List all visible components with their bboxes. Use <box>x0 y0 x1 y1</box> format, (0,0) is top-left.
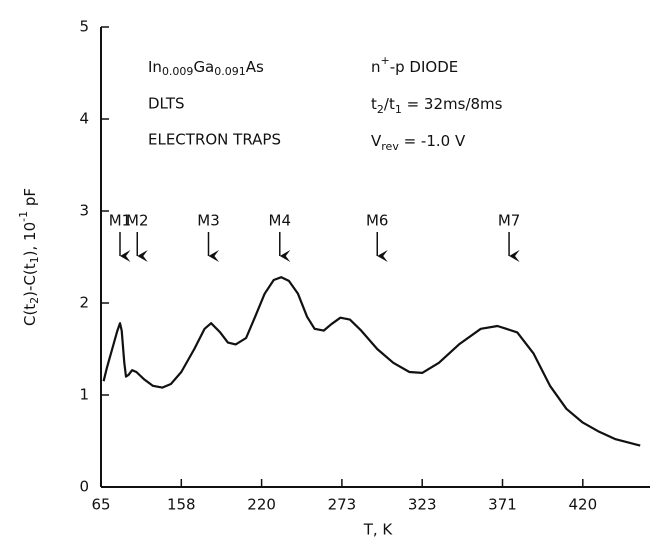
note: Vrev = -1.0 V <box>371 132 466 154</box>
peak-label: M3 <box>197 212 220 230</box>
y-axis-label: C(t2)-C(t1), 10-1 pF <box>17 188 41 326</box>
y-tick-label: 5 <box>79 18 89 36</box>
y-tick-label: 3 <box>79 202 89 220</box>
note: In0.009Ga0.091As <box>148 58 264 79</box>
data-line <box>102 276 641 447</box>
note: n+-p DIODE <box>371 54 458 76</box>
y-tick-label: 2 <box>79 294 89 312</box>
x-tick-label: 371 <box>488 496 517 514</box>
peak-label: M2 <box>126 212 149 230</box>
x-tick-label: 273 <box>328 496 357 514</box>
y-tick-label: 0 <box>79 478 89 496</box>
x-axis-label: T, K <box>363 521 394 539</box>
x-tick-label: 158 <box>167 496 196 514</box>
x-tick-label: 220 <box>247 496 276 514</box>
x-tick-label: 323 <box>408 496 437 514</box>
note: t2/t1 = 32ms/8ms <box>371 95 503 117</box>
x-tick-label: 420 <box>568 496 597 514</box>
y-tick-label: 4 <box>79 110 89 128</box>
peak-label: M1 <box>109 212 132 230</box>
note: ELECTRON TRAPS <box>148 131 281 149</box>
peak-label: M4 <box>269 212 292 230</box>
y-tick-label: 1 <box>79 386 89 404</box>
note: DLTS <box>148 95 185 113</box>
x-tick-label: 65 <box>91 496 110 514</box>
peak-label: M6 <box>366 212 389 230</box>
peak-label: M7 <box>498 212 521 230</box>
